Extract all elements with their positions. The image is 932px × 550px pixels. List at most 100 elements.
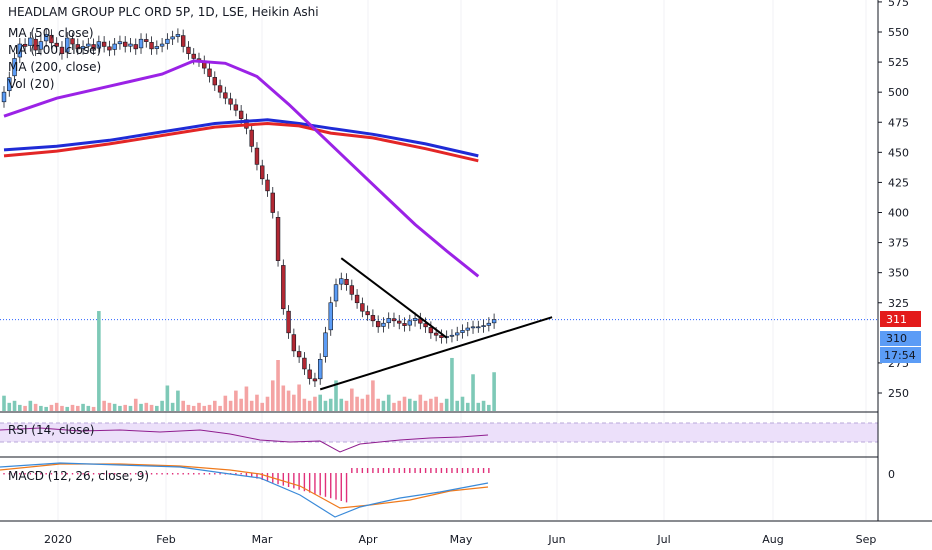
macd-hist-bar	[409, 468, 411, 473]
volume-bar	[160, 400, 164, 411]
volume-bar	[492, 372, 496, 411]
macd-hist-bar	[398, 468, 400, 473]
candle-body	[133, 44, 138, 50]
macd-hist-bar	[8, 473, 10, 475]
candle-body	[291, 334, 297, 352]
volume-bar	[434, 396, 438, 411]
macd-hist-bar	[314, 473, 316, 494]
macd-hist-bar	[430, 468, 432, 473]
volume-bar	[418, 394, 423, 411]
macd-hist-bar	[103, 473, 105, 475]
candle-body	[265, 179, 270, 192]
volume-bar	[97, 311, 101, 411]
macd-hist-bar	[92, 473, 95, 475]
legend-ma100[interactable]: MA (100, close)	[8, 43, 101, 57]
rsi-line	[0, 427, 489, 453]
volume-bar	[360, 398, 365, 411]
candle-body	[486, 322, 492, 326]
candle-body	[117, 41, 123, 45]
candle-body	[191, 53, 196, 59]
volume-bar	[228, 400, 233, 411]
legend-volume[interactable]: Vol (20)	[8, 77, 54, 91]
legend-rsi[interactable]: RSI (14, close)	[8, 423, 94, 437]
x-axis-label: Jul	[656, 533, 670, 546]
volume-bar	[65, 406, 70, 411]
trendline	[319, 316, 553, 391]
candle-body	[22, 43, 28, 47]
macd-hist-bar	[13, 473, 16, 475]
macd-zero-label: 0	[888, 468, 895, 481]
chart-title: HEADLAM GROUP PLC ORD 5P, 1D, LSE, Heiki…	[8, 5, 319, 19]
y-axis-label: 350	[888, 267, 909, 280]
candle-body	[296, 351, 302, 358]
candle-body	[286, 310, 291, 334]
volume-bar	[313, 396, 317, 411]
candle-body	[339, 278, 344, 285]
candle-body	[439, 335, 444, 338]
candle-body	[7, 77, 12, 92]
y-axis-label: 375	[888, 237, 909, 250]
volume-bar	[213, 400, 217, 411]
volume-bar	[191, 405, 196, 411]
macd-hist-bar	[472, 468, 474, 473]
volume-bar	[328, 398, 333, 411]
macd-hist-bar	[308, 473, 311, 493]
candle-body	[159, 43, 165, 47]
candle-body	[38, 41, 44, 50]
macd-line	[0, 462, 489, 518]
macd-hist-bar	[330, 473, 332, 499]
macd-hist-bar	[56, 473, 58, 475]
macd-hist-bar	[177, 473, 179, 475]
volume-bar	[149, 404, 154, 411]
x-axis-label: Aug	[762, 533, 783, 546]
legend-ma50[interactable]: MA (50, close)	[8, 26, 94, 40]
ma200-line	[3, 121, 479, 163]
candle-body	[186, 46, 191, 54]
macd-hist-bar	[482, 468, 485, 473]
volume-bar	[139, 403, 143, 411]
candle-body	[233, 104, 239, 111]
volume-bar	[487, 404, 491, 411]
volume-bar	[70, 404, 75, 411]
candle-body	[128, 43, 133, 47]
legend-macd[interactable]: MACD (12, 26, close, 9)	[8, 469, 149, 483]
candle-body	[312, 378, 318, 382]
macd-hist-bar	[345, 473, 348, 503]
volume-bar	[481, 400, 486, 411]
volume-bar	[413, 400, 417, 411]
candles	[1, 28, 497, 387]
macd-hist-bar	[187, 473, 190, 475]
candle-body	[476, 326, 481, 329]
y-axis-label: 325	[888, 297, 909, 310]
macd-hist-bar	[245, 473, 248, 476]
macd-hist-bar	[461, 468, 464, 473]
volume-bar	[155, 405, 159, 411]
trendlines	[319, 257, 553, 391]
macd-hist-bar	[377, 468, 379, 473]
macd-hist-bar	[388, 468, 390, 473]
volume-bar	[28, 400, 33, 411]
volume-bar	[102, 400, 106, 411]
macd-hist-bar	[124, 473, 126, 475]
rsi-band	[0, 423, 878, 442]
candle-body	[75, 44, 80, 50]
volume-bar	[450, 357, 454, 411]
candle-body	[12, 58, 17, 77]
x-axis-label: Feb	[156, 533, 175, 546]
macd-hist-bar	[40, 473, 42, 475]
volume-bar	[265, 396, 270, 411]
macd-hist-bar	[361, 468, 364, 473]
volume-bar	[423, 400, 428, 411]
macd-hist-bar	[435, 468, 437, 473]
legend-ma200[interactable]: MA (200, close)	[8, 60, 101, 74]
candle-body	[65, 37, 70, 53]
candle-body	[365, 311, 370, 316]
volume-bar	[281, 385, 286, 411]
candle-body	[317, 359, 323, 380]
macd-hist-bar	[198, 473, 200, 475]
volume-bar	[186, 404, 191, 411]
y-axis-label: 525	[888, 56, 909, 69]
candle-body	[375, 321, 381, 328]
y-axis-label: 550	[888, 26, 909, 39]
volume-bar	[392, 402, 396, 411]
